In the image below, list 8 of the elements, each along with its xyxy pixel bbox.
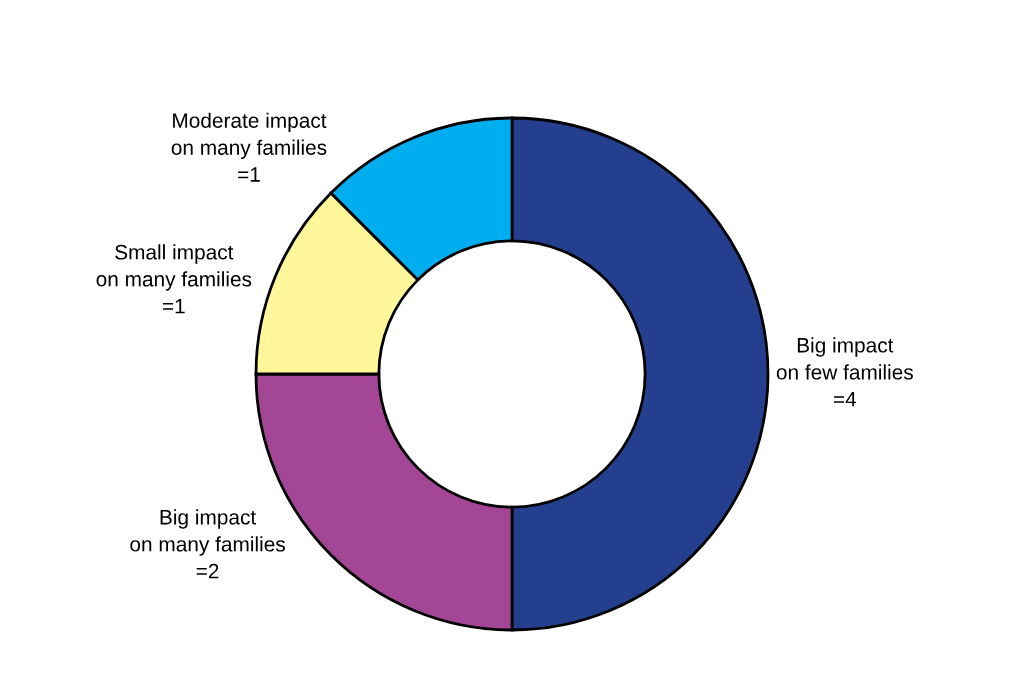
slice-label: Small impact on many families [96,244,252,291]
data-label: =1 [238,167,260,182]
data-label: =2 [196,563,219,579]
slice-label: Moderate impact on many families [171,112,327,160]
slice-label: Big impact on few families [776,337,913,380]
data-label: =1 [162,298,185,314]
slice-label: Big impact on many families [130,509,285,556]
data-label: =4 [833,392,857,407]
